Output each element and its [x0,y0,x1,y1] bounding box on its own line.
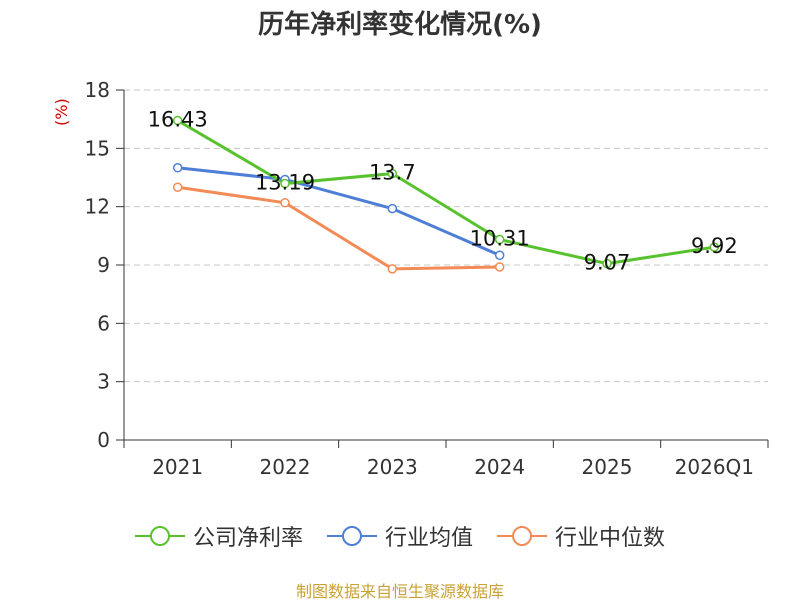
data-point [172,115,183,126]
legend-label: 公司净利率 [192,526,303,551]
data-point [172,163,183,173]
data-point [494,250,505,261]
y-tick-labels: 0 3 6 9 12 15 18 [85,78,110,452]
data-point [280,178,290,189]
data-point [387,168,398,179]
series-line [177,185,500,271]
data-label: 13.7 [369,161,416,185]
legend-label: 行业均值 [384,526,473,551]
series-points [172,115,720,274]
series-line [176,119,715,266]
legend-item-industry-mean[interactable]: 行业均值 [326,520,473,552]
y-tick-label: 15 [85,136,110,160]
series-line [177,166,501,257]
x-tick-label: 2025 [582,455,633,479]
x-tick-labels: 2021 2022 2023 2024 2025 2026Q1 [152,455,754,479]
legend: 公司净利率 行业均值 行业中位数 [0,520,800,552]
grid-lines [124,89,768,383]
legend-label: 行业中位数 [555,526,666,551]
data-point [494,234,505,245]
data-point [172,182,183,192]
data-labels: 16.43 13.19 13.7 10.31 9.07 9.92 [148,108,738,275]
y-tick-label: 12 [85,195,110,219]
x-tick-label: 2021 [152,455,203,479]
legend-marker-icon [497,526,547,546]
x-tick-label: 2023 [367,455,418,479]
y-tick-label: 18 [85,78,110,102]
line-chart: 0 3 6 9 12 15 18 2021 2022 2023 2024 2025 2026Q1 16… [85,78,769,479]
data-label: 10.31 [470,227,530,251]
data-source: 制图数据来自恒生聚源数据库 [295,582,504,601]
series-lines [176,119,715,271]
data-point [494,262,505,272]
y-tick-label: 0 [97,428,110,452]
legend-item-industry-median[interactable]: 行业中位数 [497,520,665,552]
y-tick-label: 9 [97,253,110,277]
y-tick-label: 6 [97,311,110,335]
data-point [387,203,398,214]
legend-marker-icon [326,526,377,546]
data-point [280,198,290,208]
legend-item-company[interactable]: 公司净利率 [134,520,303,552]
legend-marker-icon [134,526,185,546]
x-tick-label: 2024 [474,455,525,479]
data-label: 13.19 [255,171,315,195]
x-tick-label: 2022 [260,455,311,479]
data-point [709,242,720,252]
axes [116,89,769,448]
x-tick-label: 2026Q1 [675,455,754,479]
data-label: 16.43 [148,108,208,132]
data-label: 9.92 [691,234,738,258]
chart-title: 历年净利率变化情况(%) [258,10,542,40]
data-point [387,264,398,274]
data-label: 9.07 [584,251,631,275]
data-point [602,258,612,269]
y-tick-label: 3 [97,370,110,394]
